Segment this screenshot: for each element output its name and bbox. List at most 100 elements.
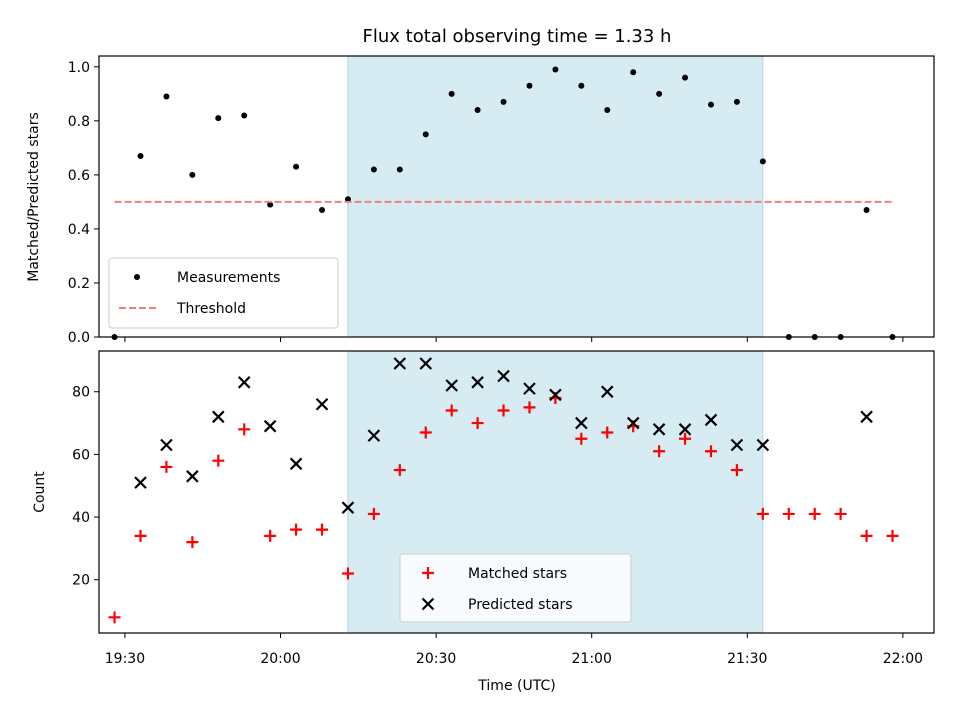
matched-stars-point [860, 529, 873, 542]
matched-stars-point [471, 417, 484, 430]
chart-title: Flux total observing time = 1.33 h [363, 26, 672, 47]
predicted-stars-legend-swatch [421, 597, 435, 611]
measurements-point [733, 98, 740, 105]
measurements-point [293, 163, 300, 170]
predicted-stars-point [523, 382, 536, 395]
measurements-point [526, 82, 533, 89]
predicted-stars-legend-label: Predicted stars [468, 597, 573, 613]
top-observing-window [347, 55, 764, 338]
matched-stars-point [886, 529, 899, 542]
bottom-ylabel: Count [32, 471, 48, 513]
measurements-point [500, 98, 507, 105]
predicted-stars-point [160, 438, 173, 452]
matched-stars-legend-swatch [422, 567, 434, 579]
bottom-ytick-label: 80 [72, 385, 90, 401]
matched-stars-point [134, 529, 147, 542]
bottom-axes-frame [98, 350, 935, 634]
predicted-stars-point [730, 438, 744, 452]
predicted-stars-point [186, 470, 199, 483]
measurements-legend-label: Measurements [177, 270, 280, 286]
matched-stars-point [108, 611, 121, 624]
bottom-ytick: 60 [72, 447, 99, 463]
bottom-ytick: 40 [72, 510, 99, 526]
measurements-point [422, 131, 429, 138]
matched-stars-point [341, 567, 354, 580]
matched-stars-point [808, 507, 821, 520]
top-ytick-label: 0.2 [68, 276, 90, 292]
bottom-xtick-label: 19:30 [105, 651, 145, 667]
matched-stars-point [264, 529, 277, 542]
bottom-legend-box [399, 553, 632, 623]
measurements-point [344, 196, 351, 203]
bottom-ytick-label: 20 [72, 573, 90, 589]
matched-stars-point [367, 507, 380, 520]
predicted-stars-point [626, 416, 640, 430]
predicted-stars-point [393, 357, 407, 370]
bottom-xtick-label: 21:30 [727, 651, 767, 667]
predicted-stars-point [367, 429, 381, 442]
top-legend-box [108, 257, 339, 329]
predicted-stars-point [471, 376, 484, 389]
matched-stars-point [238, 423, 251, 436]
top-ytick-label: 0.0 [68, 330, 90, 346]
measurements-point [863, 207, 870, 214]
measurements-point [241, 112, 248, 119]
measurements-point [137, 152, 144, 159]
measurements-legend-swatch [134, 274, 140, 280]
bottom-ytick: 20 [72, 573, 99, 589]
matched-stars-point [393, 464, 406, 477]
measurements-point [759, 158, 766, 165]
measurements-point [319, 207, 326, 214]
matched-stars-point [419, 426, 432, 439]
top-ytick: 0.6 [68, 168, 99, 184]
top-ytick: 0.2 [68, 276, 99, 292]
matched-stars-point [186, 536, 199, 549]
top-ytick-label: 0.4 [68, 222, 90, 238]
bottom-ytick-label: 60 [72, 447, 90, 463]
measurements-point [163, 93, 170, 100]
predicted-stars-point [756, 438, 770, 452]
measurements-point [267, 201, 274, 208]
bottom-panel: 20 40 60 80 19:30 20:00 20:30 21:00 21:30 22:00 Ma… [72, 350, 935, 667]
matched-stars-point [601, 426, 614, 439]
predicted-stars-point [600, 385, 614, 399]
measurements-point [682, 74, 689, 81]
bottom-ytick-label: 40 [72, 510, 90, 526]
predicted-stars-point [263, 419, 277, 433]
predicted-stars-point [315, 397, 329, 411]
measurements-point [448, 90, 455, 97]
predicted-stars-point [289, 457, 303, 471]
measurements-point [215, 115, 222, 122]
measurements-point [630, 69, 637, 76]
matched-stars-point [834, 507, 847, 520]
measurements-point [474, 107, 481, 114]
top-ytick: 1.0 [68, 60, 99, 76]
measurements-point [707, 101, 714, 108]
matched-stars-legend-label: Matched stars [468, 566, 567, 582]
matched-stars-point [445, 404, 458, 417]
bottom-xtick: 21:30 [727, 633, 767, 667]
bottom-xlabel: Time (UTC) [477, 678, 555, 694]
measurements-point [370, 166, 377, 173]
bottom-xtick: 22:00 [883, 633, 923, 667]
predicted-stars-point [237, 376, 251, 389]
measurements-point [578, 82, 585, 89]
matched-stars-point [523, 401, 536, 414]
matched-stars-point [756, 507, 769, 520]
predicted-stars-point [860, 410, 873, 424]
measurements-point [656, 90, 663, 97]
threshold-legend-label: Threshold [176, 301, 246, 317]
matched-stars-point [290, 523, 303, 536]
top-ytick: 0.0 [68, 330, 99, 346]
measurements-point [189, 171, 196, 178]
bottom-ytick: 80 [72, 385, 99, 401]
matched-stars-point [730, 464, 743, 477]
bottom-xtick: 19:30 [105, 633, 145, 667]
matched-stars-point [653, 445, 666, 458]
bottom-xtick-label: 22:00 [883, 651, 923, 667]
predicted-stars-point [704, 413, 718, 427]
bottom-xtick-label: 20:30 [416, 651, 456, 667]
bottom-xtick-label: 20:00 [260, 651, 300, 667]
bottom-xtick: 20:30 [416, 633, 456, 667]
